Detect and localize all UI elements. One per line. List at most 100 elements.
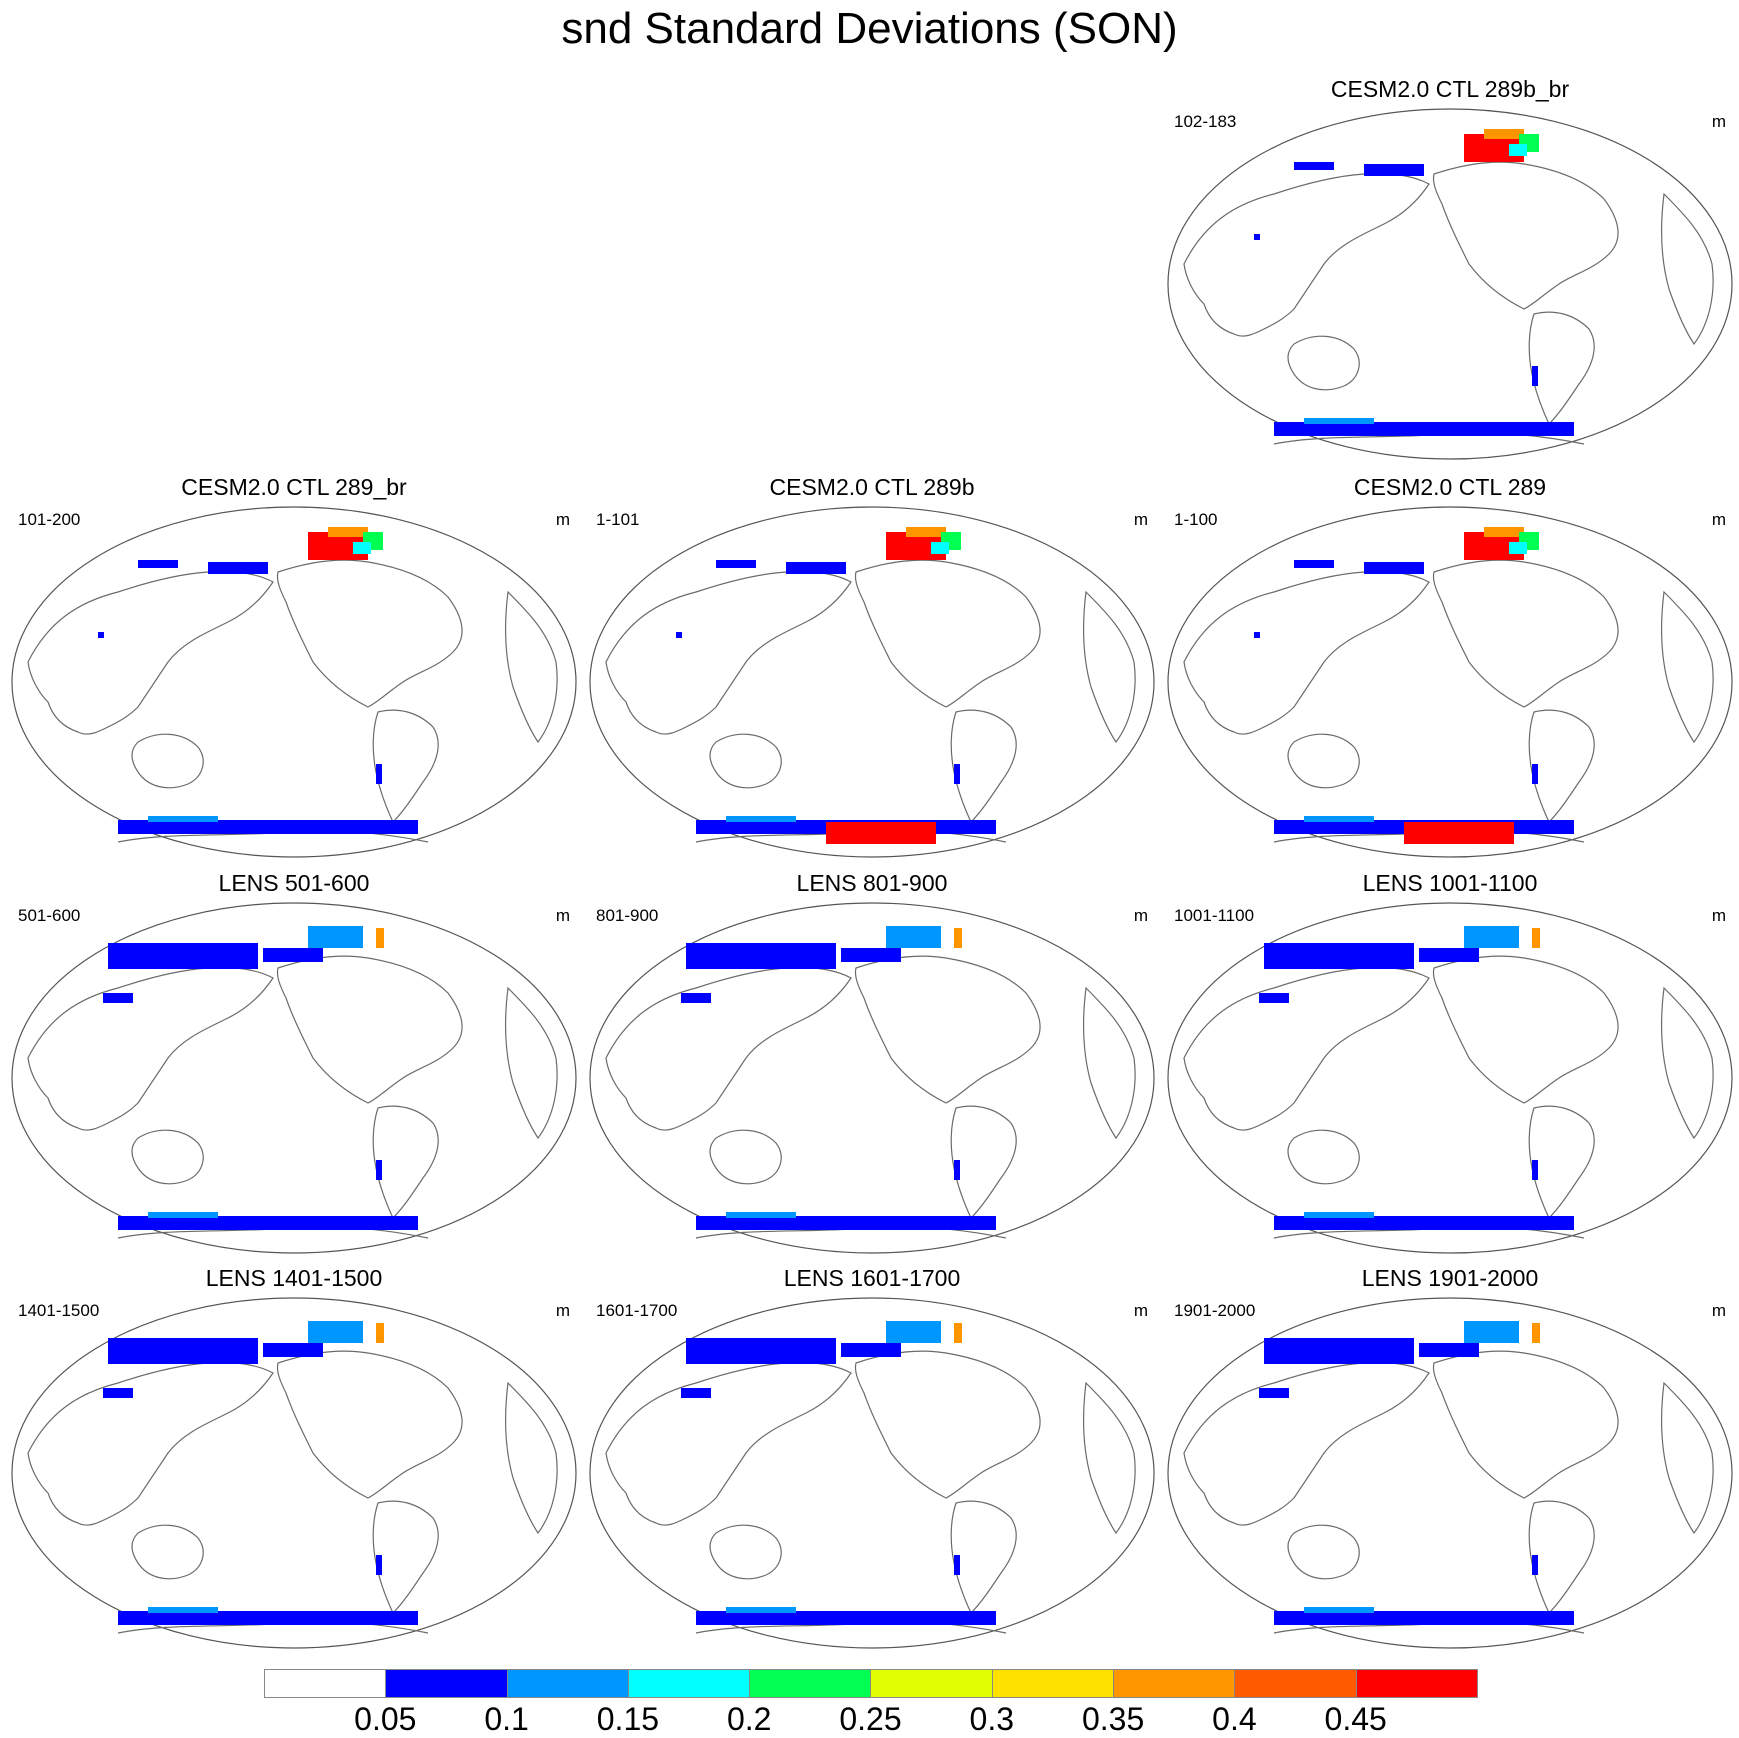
antarctic-snow-lightblue xyxy=(1304,1212,1374,1218)
nh-snow-orange xyxy=(1532,928,1540,948)
colorbar-label-5: 0.3 xyxy=(969,1701,1015,1737)
panel-units-label: m xyxy=(1133,906,1148,925)
south-america-coast xyxy=(372,709,439,824)
nh-snow-cyan xyxy=(1509,144,1527,156)
nh-snow-blue xyxy=(841,1343,901,1357)
snow-depth-field xyxy=(681,926,996,1230)
nh-snow-blue xyxy=(1294,560,1334,568)
robinson-map xyxy=(11,902,577,1254)
sa-snow-blue xyxy=(376,764,382,784)
colorbar-label-6: 0.35 xyxy=(1081,1701,1145,1737)
map-panel-p-1-100: CESM2.0 CTL 289 1-100 m xyxy=(1164,474,1736,862)
asia-coast xyxy=(27,966,274,1131)
south-america-coast xyxy=(1528,311,1595,426)
nh-snow-lightblue xyxy=(308,926,363,948)
panel-title: CESM2.0 CTL 289_br xyxy=(181,474,407,500)
nh-snow-blue-small xyxy=(1254,234,1260,240)
nh-snow-blue xyxy=(1294,162,1334,170)
south-america-coast xyxy=(1528,1500,1595,1615)
robinson-map xyxy=(11,1297,577,1649)
colorbar-box-9 xyxy=(1355,1669,1478,1698)
north-america-coast xyxy=(276,955,463,1104)
sa-snow-blue xyxy=(1532,1160,1538,1180)
coastlines xyxy=(1183,559,1714,843)
nh-snow-blue-small xyxy=(676,632,682,638)
map-panel-p-801-900: LENS 801-900 801-900 m xyxy=(586,870,1158,1258)
panel-range-label: 1401-1500 xyxy=(18,1301,100,1320)
australia-coast xyxy=(131,1129,204,1185)
antarctic-snow-lightblue xyxy=(726,1607,796,1613)
nh-snow-blue xyxy=(263,948,323,962)
colorbar-box-3 xyxy=(627,1669,751,1698)
nh-snow-orange xyxy=(1532,1323,1540,1343)
nh-snow-cyan xyxy=(1509,542,1527,554)
map-outline xyxy=(11,1297,577,1649)
nh-snow-blue xyxy=(716,560,756,568)
antarctic-snow-lightblue xyxy=(148,1212,218,1218)
nh-snow-lightblue xyxy=(886,926,941,948)
south-america-coast xyxy=(372,1500,439,1615)
map-panel-p-1001-1100: LENS 1001-1100 1001-1100 m xyxy=(1164,870,1736,1258)
panel-range-label: 1601-1700 xyxy=(596,1301,678,1320)
colorbar-box-6 xyxy=(991,1669,1115,1698)
antarctic-snow-lightblue xyxy=(148,1607,218,1613)
nh-snow-blue xyxy=(1364,164,1424,176)
colorbar-box-2 xyxy=(506,1669,629,1698)
nh-snow-blue xyxy=(786,562,846,574)
colorbar-box-4 xyxy=(749,1669,872,1698)
map-outline xyxy=(589,902,1155,1254)
panel-title: LENS 1901-2000 xyxy=(1361,1265,1539,1291)
antarctic-snow-blue xyxy=(1274,1611,1574,1625)
panel-units-label: m xyxy=(555,906,570,925)
snow-depth-field xyxy=(103,1321,418,1625)
panel-range-label: 501-600 xyxy=(18,906,81,925)
asia-coast xyxy=(27,1361,274,1526)
antarctic-snow-lightblue xyxy=(1304,1607,1374,1613)
antarctic-snow-blue xyxy=(1274,422,1574,436)
europe-africa-coast xyxy=(504,590,558,744)
antarctic-snow-blue xyxy=(696,1611,996,1625)
north-america-coast xyxy=(854,1350,1041,1499)
nh-snow-blue xyxy=(108,943,258,969)
panel-title: LENS 1401-1500 xyxy=(205,1265,383,1291)
south-america-coast xyxy=(950,1500,1017,1615)
snow-depth-field xyxy=(1259,926,1574,1230)
north-america-coast xyxy=(1432,955,1619,1104)
south-america-coast xyxy=(1528,1105,1595,1220)
asia-coast xyxy=(605,1361,852,1526)
map-outline xyxy=(1167,902,1733,1254)
coastlines xyxy=(27,559,558,843)
antarctic-snow-blue xyxy=(118,1216,418,1230)
asia-coast xyxy=(1183,1361,1430,1526)
europe-africa-coast xyxy=(1660,986,1714,1140)
colorbar-label-1: 0.1 xyxy=(484,1701,529,1737)
sa-snow-blue xyxy=(1532,1555,1538,1575)
map-panel-p-1401-1500: LENS 1401-1500 1401-1500 m xyxy=(8,1265,580,1653)
panel-range-label: 801-900 xyxy=(596,906,659,925)
colorbar-box-0 xyxy=(264,1669,387,1698)
nh-snow-lightblue xyxy=(308,1321,363,1343)
panel-range-label: 101-200 xyxy=(18,510,81,529)
europe-africa-coast xyxy=(504,1381,558,1535)
colorbar-box-5 xyxy=(870,1669,993,1698)
robinson-map xyxy=(1167,108,1733,460)
colorbar-labels: 0.05 0.1 0.15 0.2 0.25 0.3 0.35 0.4 0.45 xyxy=(264,1702,1477,1736)
north-america-coast xyxy=(854,955,1041,1104)
asia-coast xyxy=(1183,172,1430,337)
nh-snow-cyan xyxy=(353,542,371,554)
panel-title: CESM2.0 CTL 289b xyxy=(769,474,975,500)
map-panel-p-1901-2000: LENS 1901-2000 1901-2000 m xyxy=(1164,1265,1736,1653)
map-outline xyxy=(589,506,1155,858)
europe-africa-coast xyxy=(1660,1381,1714,1535)
robinson-map xyxy=(1167,506,1733,858)
sa-snow-blue xyxy=(1532,764,1538,784)
map-panel-p-101-200: CESM2.0 CTL 289_br 101-200 m xyxy=(8,474,580,862)
nh-snow-blue xyxy=(1264,943,1414,969)
nh-snow-blue xyxy=(138,560,178,568)
nh-snow-orange xyxy=(954,1323,962,1343)
figure-title: snd Standard Deviations (SON) xyxy=(561,4,1178,53)
panel-units-label: m xyxy=(1711,906,1726,925)
panel-title: LENS 1001-1100 xyxy=(1362,870,1538,896)
nh-snow-orange xyxy=(1484,527,1524,537)
colorbar-label-3: 0.2 xyxy=(726,1701,772,1737)
